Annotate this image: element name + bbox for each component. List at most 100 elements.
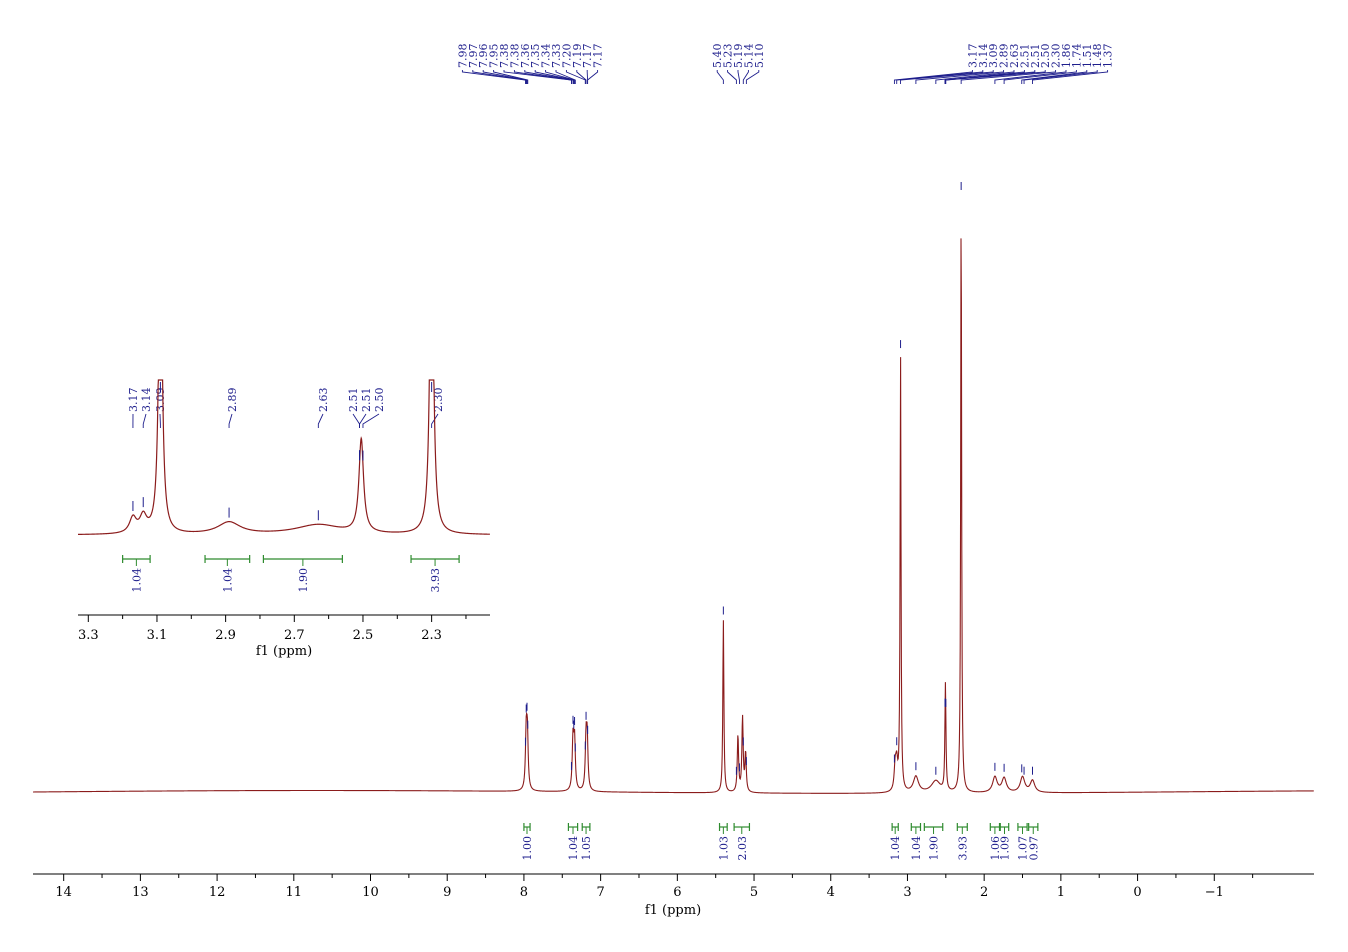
main-peak-label: 7.98 [456,44,469,69]
main-integral-value: 1.04 [889,836,902,861]
inset-peak-label: 2.30 [432,388,445,413]
main-peak-leader [900,70,994,84]
inset-spectrum-trace [78,379,490,535]
inset-tick-label: 3.3 [78,628,99,643]
main-peak-label: 7.96 [477,44,490,69]
main-tick-label: 9 [443,885,451,900]
main-peak-label: 2.89 [998,44,1011,69]
main-peak-label: 2.63 [1008,44,1021,69]
main-tick-label: 1 [1057,885,1065,900]
main-peak-label: 7.38 [508,44,521,69]
main-peak-label: 2.51 [1018,44,1031,69]
main-tick-label: 11 [286,885,303,900]
main-tick-label: −1 [1205,885,1224,900]
inset-peak-label: 2.50 [373,388,386,413]
inset-spectrum [78,379,490,535]
inset-peak-label: 2.89 [226,388,239,413]
main-peak-label: 7.95 [488,44,501,69]
inset-peak-leader [352,413,360,428]
main-tick-label: 6 [673,885,681,900]
main-peak-label: 7.36 [519,44,532,69]
main-peak-label: 7.97 [467,44,480,69]
main-peak-leader [896,70,984,84]
main-peak-label: 3.14 [977,44,990,69]
main-integral-value: 2.03 [736,836,749,861]
inset-tick-label: 2.3 [421,628,442,643]
main-peak-label: 1.48 [1091,44,1104,69]
main-peak-leader [576,70,587,84]
main-integral-value: 0.97 [1027,836,1040,861]
main-peak-labels: 7.987.977.967.957.387.387.367.357.347.33… [456,44,1115,84]
main-peak-label: 3.17 [966,44,979,69]
main-tick-label: 8 [520,885,528,900]
inset-tick-label: 2.7 [284,628,305,643]
inset-peak-leader [362,413,380,428]
inset-peak-label: 2.51 [360,388,373,413]
main-tick-label: 0 [1133,885,1141,900]
main-integral-value: 1.05 [580,836,593,861]
main-peak-leader [545,70,575,84]
main-peak-leader [1023,70,1098,84]
main-peak-leader [960,70,1057,84]
main-tick-label: 2 [980,885,988,900]
main-peak-leader [994,70,1067,84]
inset-integrals: 1.04 1.04 1.90 3.93 [122,555,460,593]
inset-peak-labels: 3.17 3.14 3.09 2.89 2.63 2.51 2.51 2.50 2.30 [127,388,445,428]
inset-peak-leader [142,413,147,428]
main-tick-label: 10 [362,885,379,900]
main-peak-leader [727,70,737,84]
main-peak-label: 2.30 [1050,44,1063,69]
main-peak-leader [555,70,576,84]
inset-tick-label: 2.5 [353,628,374,643]
main-peak-label: 5.23 [722,44,735,69]
inset-peak-leader [431,413,439,428]
main-peak-label: 5.10 [753,44,766,69]
main-peak-leader [915,70,1005,84]
main-integral-value: 1.06 [989,836,1002,861]
main-tick-label: 14 [55,885,72,900]
inset-peak-label: 2.51 [347,388,360,413]
main-peak-leader [534,70,575,84]
main-peak-leader [716,70,724,84]
main-tick-label: 4 [827,885,835,900]
main-peak-leader [587,70,599,84]
main-peak-label: 1.86 [1060,44,1073,69]
main-peak-label: 7.17 [581,44,594,69]
main-peak-leader [945,70,1046,84]
main-spectrum [32,181,1314,794]
main-integral-value: 1.09 [998,836,1011,861]
main-peak-label: 7.35 [529,44,542,69]
main-tick-label: 5 [750,885,758,900]
main-integral-value: 1.00 [521,836,534,861]
main-integrals: 1.00 1.04 1.05 1.03 2.03 1.04 1.04 1.90 3.93 1.06… [521,823,1040,861]
inset-integral-value: 1.04 [221,568,234,593]
main-peak-label: 7.33 [550,44,563,69]
main-peak-label: 5.40 [711,44,724,69]
main-peak-label: 7.17 [592,44,605,69]
main-integral-value: 1.04 [567,836,580,861]
main-peak-leader [482,70,528,84]
main-peak-leader [935,70,1015,84]
inset-integral-value: 1.04 [130,568,143,593]
main-peak-leader [565,70,586,84]
main-x-axis: 14 13 12 11 10 9 8 7 6 5 4 3 2 1 0 −1 [33,873,1314,900]
inset-peak-leader [228,413,233,428]
main-peak-leader [745,70,760,84]
inset-tick-label: 2.9 [215,628,236,643]
main-peak-leader [513,70,572,84]
main-integral-value: 1.90 [928,836,941,861]
main-peak-label: 7.20 [560,44,573,69]
main-peak-label: 5.14 [742,44,755,69]
main-peak-label: 7.34 [540,44,553,69]
main-tick-label: 7 [596,885,604,900]
inset-x-axis-label: f1 (ppm) [256,644,312,659]
main-peak-leader [1003,70,1077,84]
inset-x-axis: 3.3 3.1 2.9 2.7 2.5 2.3 [78,614,490,643]
inset-peak-label: 3.14 [140,388,153,413]
main-peak-label: 3.09 [987,44,1000,69]
main-tick-label: 3 [903,885,911,900]
main-integral-value: 1.07 [1017,836,1030,861]
main-peak-leader [893,70,973,84]
main-peak-label: 1.37 [1102,44,1115,69]
